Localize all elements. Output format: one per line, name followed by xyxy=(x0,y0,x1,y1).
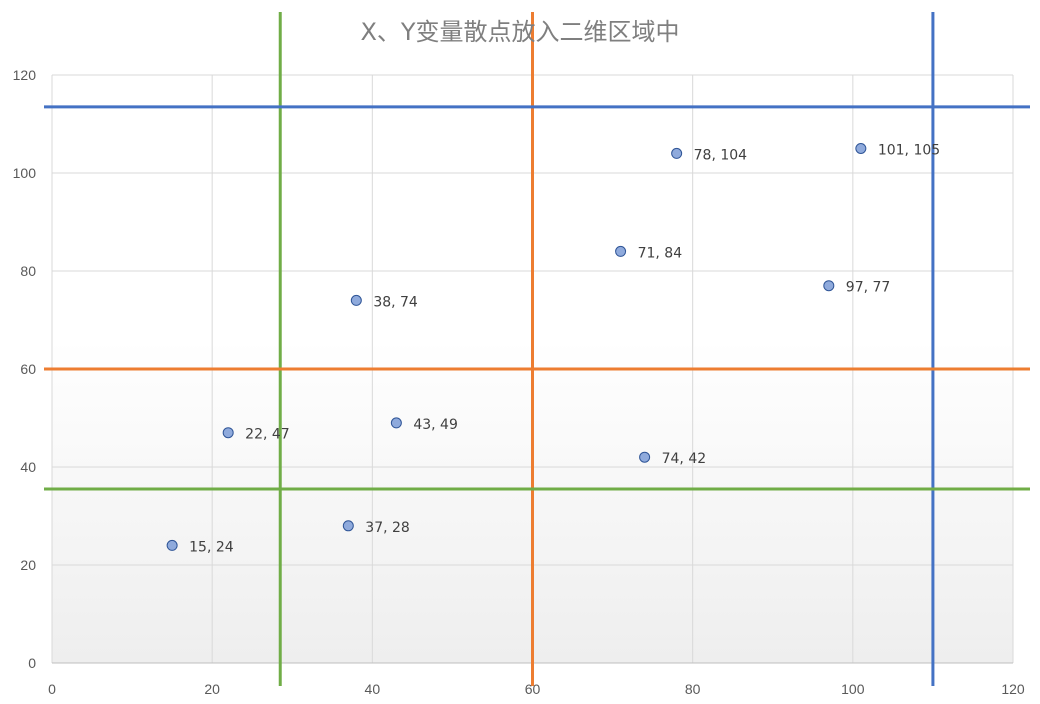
data-point xyxy=(390,417,402,429)
data-label: 78, 104 xyxy=(694,147,748,163)
data-label: 43, 49 xyxy=(413,417,458,433)
data-label: 101, 105 xyxy=(878,143,940,159)
data-label: 71, 84 xyxy=(638,245,683,261)
data-point xyxy=(350,294,362,306)
data-label: 37, 28 xyxy=(365,520,410,536)
data-point xyxy=(342,520,354,532)
data-point xyxy=(166,539,178,551)
data-label: 74, 42 xyxy=(662,451,707,467)
reference-lines xyxy=(44,12,1030,686)
data-label: 15, 24 xyxy=(189,539,234,555)
data-point xyxy=(222,427,234,439)
y-tick-label: 60 xyxy=(20,361,36,377)
y-tick-label: 120 xyxy=(13,67,37,83)
x-tick-label: 100 xyxy=(841,681,865,697)
y-tick-label: 20 xyxy=(20,557,36,573)
y-tick-label: 0 xyxy=(28,655,36,671)
x-tick-label: 80 xyxy=(685,681,701,697)
y-tick-label: 100 xyxy=(13,165,37,181)
tick-labels: 0 20 40 60 80 100 120 0 20 40 60 80 100 120 xyxy=(13,67,1025,697)
data-label: 97, 77 xyxy=(846,280,891,296)
data-point xyxy=(855,143,867,154)
data-label: 22, 47 xyxy=(245,427,290,443)
data-point xyxy=(639,451,651,463)
x-tick-label: 60 xyxy=(525,681,541,697)
data-labels: 15, 24 22, 47 37, 28 38, 74 43, 49 71, 84 74, … xyxy=(189,143,940,556)
chart-title: X、Y变量散点放入二维区域中 xyxy=(360,18,679,46)
y-tick-label: 80 xyxy=(20,263,36,279)
x-tick-label: 20 xyxy=(204,681,220,697)
data-point xyxy=(671,147,683,159)
x-tick-label: 40 xyxy=(365,681,381,697)
data-points xyxy=(166,143,867,551)
x-tick-label: 120 xyxy=(1001,681,1025,697)
x-tick-label: 0 xyxy=(48,681,56,697)
data-point xyxy=(615,245,627,257)
y-tick-label: 40 xyxy=(20,459,36,475)
data-point xyxy=(823,280,835,292)
data-label: 38, 74 xyxy=(373,294,418,310)
